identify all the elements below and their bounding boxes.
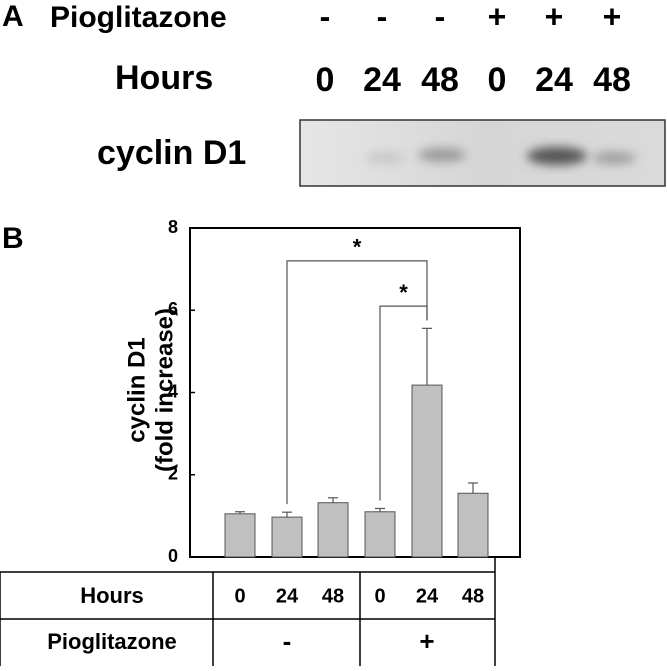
hour-label: 48	[421, 61, 459, 99]
y-tick-label: 4	[168, 381, 178, 401]
treatment-sign: +	[603, 0, 622, 34]
hour-label: 0	[488, 61, 507, 99]
treatment-sign: -	[435, 0, 446, 34]
error-bar	[375, 507, 385, 512]
hour-label: 48	[593, 61, 631, 99]
table-cell: 24	[276, 585, 299, 607]
table-cell: 48	[462, 585, 484, 607]
y-tick-label: 8	[168, 217, 178, 237]
blot	[299, 119, 666, 187]
table-cell: 48	[322, 585, 344, 607]
bar	[364, 511, 396, 558]
panel-label: B	[2, 222, 24, 255]
table-row-label: Hours	[80, 583, 144, 608]
panel-label: A	[2, 0, 24, 33]
hour-label: 24	[363, 61, 401, 99]
table-cell: -	[283, 626, 292, 656]
significance-star: *	[353, 235, 362, 260]
table-cell: 24	[416, 585, 439, 607]
treatment-sign: +	[545, 0, 564, 34]
y-tick-label: 6	[168, 299, 178, 319]
table-cell: 0	[374, 585, 385, 607]
significance-bracket	[379, 305, 428, 501]
bar	[271, 516, 303, 558]
y-tick-label: 0	[168, 546, 178, 566]
error-bar	[422, 327, 432, 386]
treatment-sign: +	[488, 0, 507, 34]
bar	[457, 492, 489, 558]
bar	[317, 502, 349, 558]
y-tick-label: 2	[168, 464, 178, 484]
error-bar	[468, 482, 478, 494]
table-cell: 0	[234, 585, 245, 607]
table-lines	[0, 557, 496, 666]
error-bar	[235, 511, 245, 514]
significance-bracket	[286, 260, 428, 505]
hour-label: 0	[316, 61, 335, 99]
error-bar	[328, 497, 338, 503]
table-row-label: Pioglitazone	[47, 629, 177, 654]
table-cell: +	[419, 626, 434, 656]
error-bar	[282, 511, 292, 518]
treatment-sign: -	[320, 0, 331, 34]
row-label: Pioglitazone	[50, 1, 227, 34]
y-axis-title: cyclin D1	[123, 337, 150, 442]
treatment-sign: -	[377, 0, 388, 34]
significance-star: *	[399, 280, 408, 305]
y-axis-title: (fold increase)	[151, 308, 178, 472]
bar	[224, 513, 256, 558]
row-label: Hours	[115, 59, 213, 97]
blot-label: cyclin D1	[97, 134, 246, 172]
bar	[411, 384, 443, 558]
hour-label: 24	[535, 61, 573, 99]
